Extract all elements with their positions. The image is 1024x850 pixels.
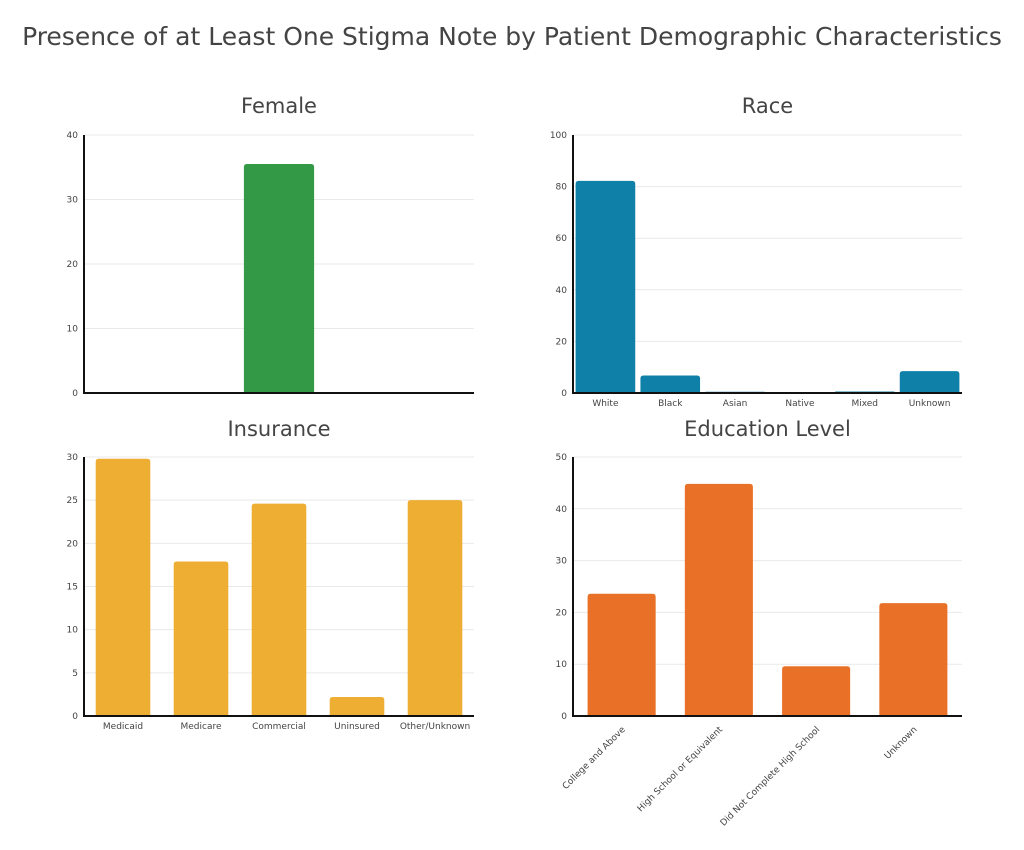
y-tick-label: 20: [67, 539, 79, 549]
x-tick-label: Asian: [723, 399, 748, 409]
y-tick-label: 20: [556, 608, 568, 618]
bar: [782, 666, 851, 716]
x-tick-label: Uninsured: [334, 722, 380, 732]
x-tick-label: Commercial: [252, 722, 306, 732]
y-tick-label: 40: [67, 131, 79, 141]
y-tick-label: 15: [67, 583, 78, 593]
y-tick-label: 10: [556, 660, 568, 670]
bar: [587, 593, 656, 716]
y-tick-label: 0: [561, 712, 567, 722]
chart-title: Presence of at Least One Stigma Note by …: [22, 22, 1002, 51]
y-tick-label: 100: [550, 131, 567, 141]
y-tick-label: 10: [67, 626, 79, 636]
chart-panel-3: Education Level 0 10 20 30 40 50 College and Ab…: [556, 417, 962, 828]
y-tick-label: 20: [556, 337, 568, 347]
y-tick-label: 30: [67, 453, 79, 463]
bar: [407, 500, 463, 716]
y-tick-label: 30: [556, 557, 568, 567]
bar: [684, 483, 753, 716]
x-tick-label: Native: [785, 399, 815, 409]
y-tick-label: 5: [72, 669, 78, 679]
x-tick-label: Unknown: [883, 725, 920, 762]
bar: [243, 164, 315, 393]
y-tick-label: 50: [556, 453, 568, 463]
bar: [899, 371, 960, 393]
x-tick-label: College and Above: [561, 725, 628, 792]
x-tick-label: Medicaid: [103, 722, 143, 732]
chart-panel-1: Race 0 20 40 60 80 100 White Black Asian Native Mix…: [550, 94, 962, 409]
chart-panel-0: Female 0 10 20 30 40: [67, 94, 474, 399]
y-tick-label: 0: [72, 389, 78, 399]
panel-title: Education Level: [684, 417, 851, 441]
x-tick-label: Medicare: [180, 722, 221, 732]
y-tick-label: 25: [67, 496, 78, 506]
y-tick-label: 0: [72, 712, 78, 722]
y-tick-label: 40: [556, 286, 568, 296]
x-tick-label: Other/Unknown: [400, 722, 470, 732]
y-tick-label: 0: [561, 389, 567, 399]
x-tick-label: Unknown: [909, 399, 951, 409]
bar: [251, 503, 307, 716]
x-tick-label: High School or Equivalent: [636, 725, 725, 814]
chart-panel-2: Insurance 0 5 10 15 20 25 30 Medicaid Medicare Com…: [67, 417, 474, 732]
y-tick-label: 30: [67, 196, 79, 206]
y-tick-label: 10: [67, 325, 79, 335]
panel-title: Insurance: [227, 417, 330, 441]
y-tick-label: 60: [556, 234, 568, 244]
bar: [173, 561, 229, 716]
panel-title: Female: [241, 94, 317, 118]
y-tick-label: 40: [556, 505, 568, 515]
y-tick-label: 80: [556, 183, 568, 193]
x-tick-label: Did Not Complete High School: [719, 725, 822, 828]
panel-title: Race: [742, 94, 793, 118]
x-tick-label: Mixed: [851, 399, 878, 409]
bar: [640, 375, 701, 393]
bar: [329, 697, 385, 716]
x-tick-label: Black: [658, 399, 683, 409]
x-tick-label: White: [592, 399, 619, 409]
y-tick-label: 20: [67, 260, 79, 270]
bar: [879, 603, 948, 716]
bar: [95, 458, 151, 716]
bar: [575, 180, 636, 393]
